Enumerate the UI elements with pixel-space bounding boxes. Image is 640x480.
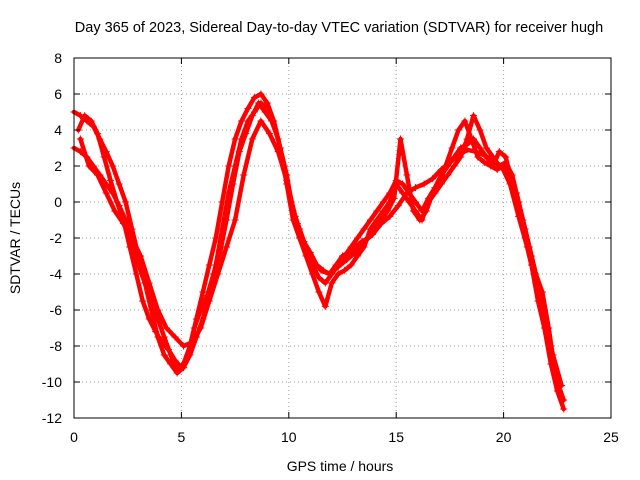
y-tick-label: 4: [54, 122, 62, 138]
x-axis-label: GPS time / hours: [287, 458, 394, 474]
y-tick-label: 0: [54, 194, 62, 210]
series-markers-track-1: [70, 90, 568, 404]
series-track-2: [71, 100, 566, 412]
x-tick-label: 15: [388, 429, 404, 445]
axis-ticks: 0 5 10 15 20 25 -12 -10 -8 -6 -4 -2 0 2 4 6 8: [42, 50, 619, 445]
y-tick-label: 6: [54, 86, 62, 102]
chart-title: Day 365 of 2023, Sidereal Day-to-day VTE…: [75, 20, 603, 36]
y-axis-label: SDTVAR / TECUs: [7, 182, 23, 294]
x-tick-label: 5: [178, 429, 186, 445]
y-tick-label: -4: [50, 266, 63, 282]
y-tick-label: -6: [50, 302, 63, 318]
y-tick-label: 8: [54, 50, 62, 66]
y-tick-label: -10: [42, 374, 62, 390]
y-tick-label: -2: [50, 230, 63, 246]
series-markers-track-2: [70, 99, 568, 413]
series-track-1: [71, 91, 566, 403]
chart-series-group: [70, 90, 568, 413]
chart-grid: [74, 58, 611, 418]
x-tick-label: 20: [496, 429, 512, 445]
x-tick-label: 0: [70, 429, 78, 445]
x-tick-label: 10: [281, 429, 297, 445]
y-tick-label: 2: [54, 158, 62, 174]
y-tick-label: -12: [42, 410, 62, 426]
y-tick-label: -8: [50, 338, 63, 354]
series-markers-track-3: [74, 99, 566, 404]
series-markers-track-4: [76, 117, 566, 390]
x-tick-label: 25: [603, 429, 619, 445]
